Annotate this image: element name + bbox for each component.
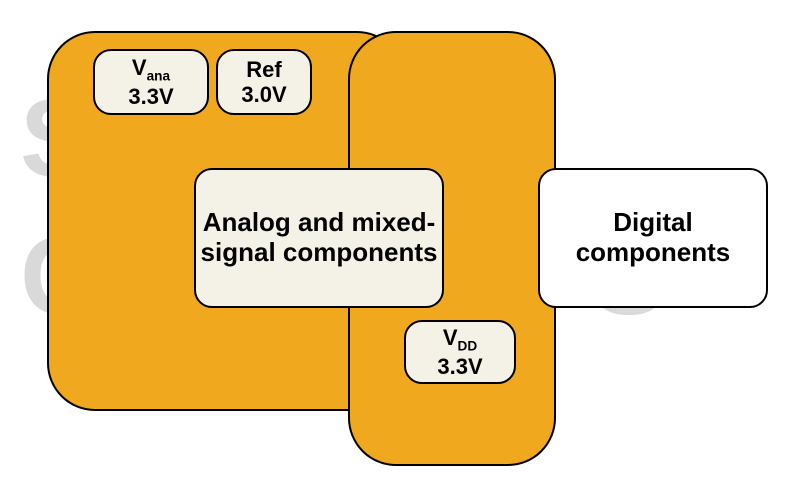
vdd-label: VDD	[443, 325, 477, 354]
vdd-box: VDD 3.3V	[404, 320, 516, 384]
digital-components-box: Digital components	[538, 168, 768, 308]
analog-components-box: Analog and mixed-signal components	[194, 168, 444, 308]
vana-label: Vana	[132, 55, 170, 84]
ref-label: Ref	[246, 57, 281, 82]
vana-box: Vana 3.3V	[93, 49, 209, 115]
digital-components-label: Digital components	[540, 208, 766, 268]
ref-box: Ref 3.0V	[216, 49, 312, 115]
analog-components-label: Analog and mixed-signal components	[196, 208, 442, 268]
vdd-value: 3.3V	[437, 354, 482, 379]
ref-value: 3.0V	[241, 82, 286, 107]
vana-value: 3.3V	[128, 84, 173, 109]
